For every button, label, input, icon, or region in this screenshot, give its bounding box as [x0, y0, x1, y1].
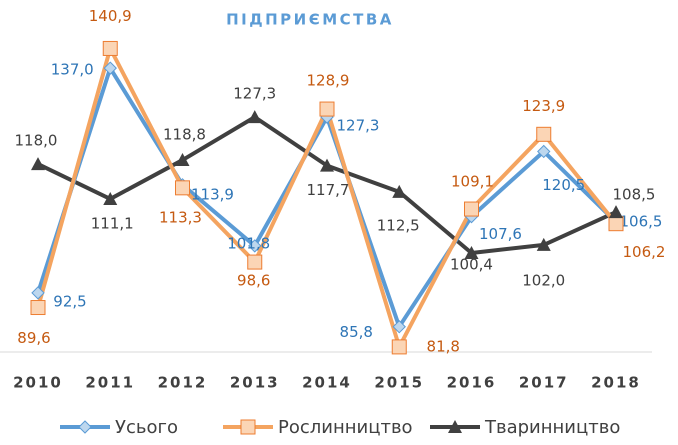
data-label: 113,9: [191, 185, 234, 203]
marker: [464, 201, 479, 217]
legend-marker: [448, 420, 462, 433]
data-label: 108,5: [613, 186, 656, 204]
marker: [464, 245, 479, 259]
data-label: 127,3: [337, 117, 380, 135]
legend-marker: [78, 420, 92, 434]
data-label: 81,8: [427, 337, 460, 355]
data-label: 106,2: [623, 243, 666, 261]
data-label: 112,5: [377, 216, 420, 234]
marker: [248, 239, 262, 253]
marker: [30, 300, 46, 316]
data-label: 113,3: [159, 208, 202, 226]
data-label: 101,8: [227, 234, 270, 252]
data-label: 118,0: [15, 132, 58, 150]
legend-label: Усього: [115, 417, 178, 438]
data-label: 106,5: [620, 213, 663, 231]
data-label: 92,5: [53, 292, 86, 310]
data-label: 123,9: [522, 97, 565, 115]
marker: [247, 110, 262, 124]
data-label: 98,6: [237, 272, 270, 290]
marker: [536, 126, 552, 142]
marker: [319, 101, 335, 117]
chart-title: ПІДПРИЄМСТВА: [226, 11, 394, 29]
marker: [608, 216, 624, 232]
marker: [247, 254, 263, 270]
x-tick-label: 2018: [591, 374, 641, 392]
marker: [320, 158, 334, 172]
data-label: 111,1: [91, 214, 134, 232]
data-label: 117,7: [307, 181, 350, 199]
marker: [175, 180, 190, 196]
x-tick-label: 2015: [374, 374, 424, 392]
x-tick-label: 2013: [230, 374, 280, 392]
marker: [391, 339, 407, 355]
x-tick-label: 2017: [519, 374, 569, 392]
legend-label: Рослинництво: [278, 417, 413, 438]
data-label: 100,4: [450, 255, 493, 273]
legend-marker: [240, 419, 256, 435]
marker: [31, 286, 45, 300]
legend-label: Тваринництво: [484, 417, 620, 438]
data-label: 128,9: [307, 72, 350, 90]
data-label: 107,6: [479, 225, 522, 243]
x-tick-label: 2012: [158, 374, 208, 392]
data-label: 102,0: [522, 271, 565, 289]
marker: [102, 40, 118, 56]
marker: [537, 144, 551, 159]
marker: [392, 184, 407, 198]
marker: [175, 153, 190, 167]
marker: [536, 237, 551, 251]
data-label: 89,6: [17, 329, 50, 347]
data-label: 137,0: [51, 61, 94, 79]
data-label: 85,8: [340, 323, 373, 341]
marker: [103, 61, 117, 75]
data-label: 140,9: [89, 7, 132, 25]
x-tick-label: 2016: [447, 374, 497, 392]
x-tick-label: 2014: [302, 374, 352, 392]
data-label: 109,1: [451, 173, 494, 191]
marker: [103, 191, 118, 205]
marker: [609, 205, 623, 219]
marker: [392, 320, 406, 334]
x-tick-label: 2010: [13, 374, 63, 392]
marker: [31, 157, 45, 171]
x-tick-label: 2011: [85, 374, 135, 392]
data-label: 120,5: [542, 176, 585, 194]
data-label: 127,3: [233, 85, 276, 103]
data-label: 118,8: [163, 126, 206, 144]
